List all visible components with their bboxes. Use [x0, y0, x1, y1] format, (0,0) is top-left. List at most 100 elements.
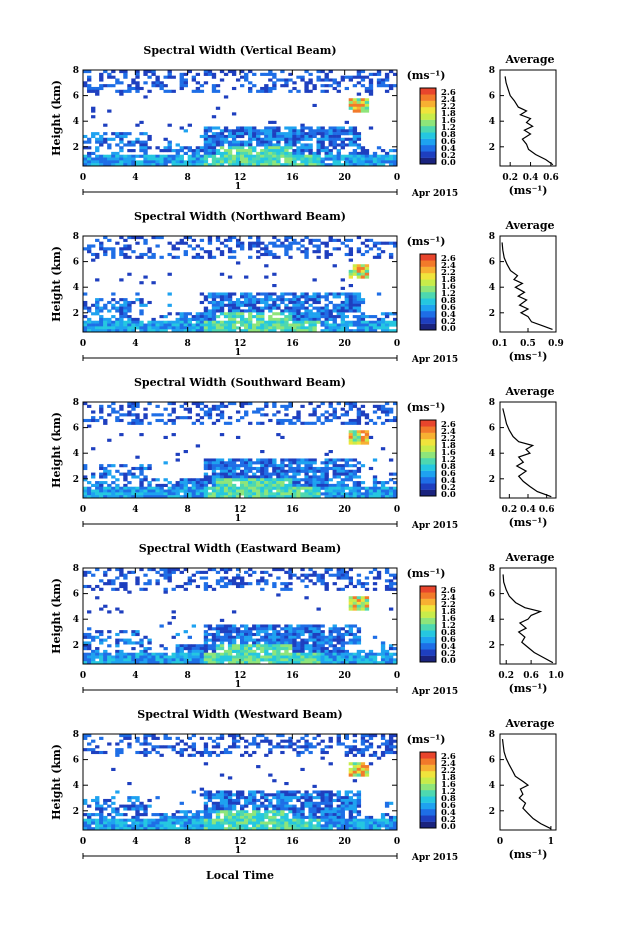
- heatmap-cell: [167, 312, 172, 316]
- heatmap-cell: [324, 486, 329, 490]
- heatmap-cell: [336, 292, 341, 296]
- heatmap-cell: [272, 827, 277, 831]
- heatmap-cell: [308, 143, 313, 147]
- colorbar-tick-label: 1.2: [441, 621, 456, 631]
- heatmap-cell: [195, 495, 201, 499]
- heatmap-cell: [219, 475, 225, 479]
- heatmap-cell: [332, 661, 337, 665]
- heatmap-cell: [115, 241, 120, 245]
- heatmap-cell: [248, 323, 253, 327]
- heatmap-cell: [300, 329, 305, 333]
- heatmap-cell: [368, 163, 374, 167]
- heatmap-cell: [304, 573, 309, 577]
- heatmap-cell: [372, 587, 378, 591]
- heatmap-cell: [91, 89, 96, 93]
- heatmap-cell: [268, 638, 273, 642]
- heatmap-cell: [240, 818, 245, 822]
- heatmap-cell: [223, 804, 229, 808]
- heatmap-cell: [264, 582, 269, 586]
- heatmap-cell: [348, 407, 354, 411]
- heatmap-cell: [392, 481, 398, 485]
- heatmap-cell: [324, 72, 329, 76]
- heatmap-cell: [280, 317, 285, 321]
- heatmap-cell: [332, 264, 337, 268]
- heatmap-cell: [260, 461, 265, 465]
- heatmap-cell: [380, 312, 386, 316]
- heatmap-cell: [260, 300, 265, 305]
- heatmap-cell: [155, 655, 160, 659]
- heatmap-cell: [304, 252, 309, 257]
- heatmap-cell: [227, 134, 233, 139]
- heatmap-cell: [376, 154, 382, 158]
- heatmap-cell: [328, 70, 333, 74]
- heatmap-cell: [304, 89, 309, 93]
- heatmap-cell: [296, 652, 301, 656]
- heatmap-cell: [195, 413, 201, 417]
- heatmap-cell: [211, 458, 217, 462]
- heatmap-cell: [264, 644, 269, 648]
- heatmap-cell: [119, 247, 124, 251]
- heatmap-cell: [288, 312, 293, 316]
- colorbar-frame: [419, 419, 437, 497]
- heatmap-cell: [143, 95, 148, 99]
- colorbar-swatch: [420, 617, 436, 625]
- heatmap-cell: [227, 815, 233, 819]
- heatmap-cell: [99, 72, 104, 76]
- heatmap-cell: [83, 157, 88, 161]
- heatmap-cell: [131, 466, 136, 471]
- heatmap-cell: [175, 661, 180, 665]
- heatmap-cell: [284, 587, 289, 591]
- heatmap-cell: [135, 750, 140, 755]
- heatmap-cell: [260, 475, 265, 479]
- heatmap-cell: [268, 320, 273, 324]
- heatmap-cell: [223, 303, 229, 307]
- heatmap-cell: [83, 492, 88, 496]
- heatmap-cell: [131, 404, 136, 408]
- heatmap-cell: [300, 323, 305, 327]
- heatmap-cell: [187, 753, 192, 757]
- heatmap-cell: [368, 72, 374, 76]
- heatmap-cell: [147, 137, 152, 141]
- heatmap-cell: [135, 807, 140, 811]
- heatmap-cell: [384, 584, 390, 589]
- heatmap-cell: [284, 801, 289, 805]
- heatmap-cell: [219, 798, 225, 803]
- heatmap-cell: [191, 818, 197, 822]
- heatmap-cell: [139, 649, 144, 653]
- heatmap-cell: [268, 134, 273, 139]
- heatmap-cell: [356, 630, 362, 634]
- heatmap-cell: [364, 438, 370, 442]
- heatmap-cell: [288, 418, 293, 423]
- heatmap-cell: [111, 320, 116, 324]
- heatmap-cell: [248, 421, 253, 425]
- heatmap-cell: [215, 638, 221, 642]
- heatmap-cell: [248, 236, 253, 240]
- heatmap-cell: [211, 483, 217, 487]
- heatmap-cell: [308, 323, 313, 327]
- heatmap-cell: [171, 813, 176, 817]
- avg-y-tick-label: 4: [489, 615, 495, 625]
- heatmap-cell: [87, 804, 92, 808]
- heatmap-cell: [252, 129, 257, 133]
- heatmap-cell: [268, 472, 273, 476]
- heatmap-cell: [256, 129, 261, 133]
- heatmap-cell: [103, 475, 108, 479]
- heatmap-cell: [87, 627, 92, 631]
- heatmap-cell: [316, 641, 321, 645]
- heatmap-cell: [264, 483, 269, 487]
- heatmap-cell: [280, 309, 285, 313]
- heatmap-cell: [175, 323, 180, 327]
- heatmap-cell: [99, 736, 104, 740]
- heatmap-cell: [304, 638, 309, 642]
- heatmap-cell: [219, 78, 225, 82]
- heatmap-cell: [256, 815, 261, 819]
- heatmap-cell: [288, 143, 293, 147]
- heatmap-cell: [364, 492, 370, 496]
- heatmap-cell: [360, 272, 366, 276]
- heatmap-cell: [87, 489, 92, 493]
- heatmap-cell: [280, 827, 285, 831]
- colorbar-swatch: [420, 458, 436, 465]
- heatmap-cell: [123, 641, 128, 645]
- heatmap-cell: [260, 658, 265, 662]
- heatmap-cell: [380, 329, 386, 333]
